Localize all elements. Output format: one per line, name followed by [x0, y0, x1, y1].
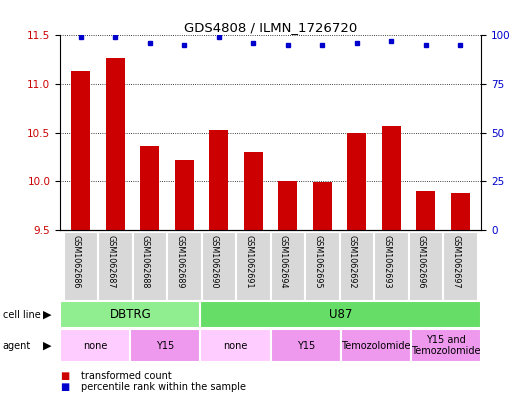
- Bar: [209, 130, 229, 230]
- Bar: [451, 193, 470, 230]
- Bar: [271, 232, 305, 301]
- Text: GSM1062690: GSM1062690: [210, 235, 219, 289]
- Text: DBTRG: DBTRG: [109, 308, 151, 321]
- Text: GSM1062689: GSM1062689: [175, 235, 185, 289]
- Bar: [200, 329, 271, 362]
- Text: GSM1062696: GSM1062696: [417, 235, 426, 289]
- Bar: [374, 232, 408, 301]
- Bar: [200, 301, 481, 328]
- Bar: [443, 232, 477, 301]
- Bar: [60, 301, 200, 328]
- Text: GSM1062692: GSM1062692: [348, 235, 357, 289]
- Title: GDS4808 / ILMN_1726720: GDS4808 / ILMN_1726720: [184, 21, 357, 34]
- Text: Y15 and
Temozolomide: Y15 and Temozolomide: [411, 335, 481, 356]
- Text: GSM1062691: GSM1062691: [244, 235, 254, 289]
- Bar: [71, 72, 90, 230]
- Bar: [416, 191, 436, 230]
- Text: percentile rank within the sample: percentile rank within the sample: [81, 382, 246, 392]
- Text: cell line: cell line: [3, 310, 40, 320]
- Text: GSM1062695: GSM1062695: [313, 235, 322, 289]
- Bar: [313, 182, 332, 230]
- Text: agent: agent: [3, 341, 31, 351]
- Bar: [133, 232, 167, 301]
- Bar: [202, 232, 236, 301]
- Text: ▶: ▶: [43, 341, 51, 351]
- Text: ■: ■: [60, 371, 70, 381]
- Text: GSM1062686: GSM1062686: [72, 235, 81, 289]
- Bar: [175, 160, 194, 230]
- Text: Y15: Y15: [297, 341, 315, 351]
- Text: GSM1062693: GSM1062693: [382, 235, 391, 289]
- Bar: [236, 232, 271, 301]
- Bar: [305, 232, 339, 301]
- Bar: [60, 329, 130, 362]
- Text: Y15: Y15: [156, 341, 175, 351]
- Bar: [411, 329, 481, 362]
- Bar: [98, 232, 133, 301]
- Bar: [341, 329, 411, 362]
- Text: Temozolomide: Temozolomide: [341, 341, 411, 351]
- Text: U87: U87: [329, 308, 353, 321]
- Bar: [278, 181, 298, 230]
- Bar: [140, 146, 160, 230]
- Bar: [244, 152, 263, 230]
- Bar: [339, 232, 374, 301]
- Text: none: none: [223, 341, 248, 351]
- Text: GSM1062687: GSM1062687: [106, 235, 116, 289]
- Text: none: none: [83, 341, 107, 351]
- Bar: [271, 329, 341, 362]
- Bar: [167, 232, 202, 301]
- Text: ▶: ▶: [43, 310, 51, 320]
- Text: GSM1062694: GSM1062694: [279, 235, 288, 289]
- Bar: [64, 232, 98, 301]
- Text: GSM1062688: GSM1062688: [141, 235, 150, 289]
- Text: transformed count: transformed count: [81, 371, 172, 381]
- Bar: [130, 329, 200, 362]
- Text: GSM1062697: GSM1062697: [451, 235, 460, 289]
- Text: ■: ■: [60, 382, 70, 392]
- Bar: [106, 58, 125, 230]
- Bar: [382, 126, 401, 230]
- Bar: [347, 132, 367, 230]
- Bar: [408, 232, 443, 301]
